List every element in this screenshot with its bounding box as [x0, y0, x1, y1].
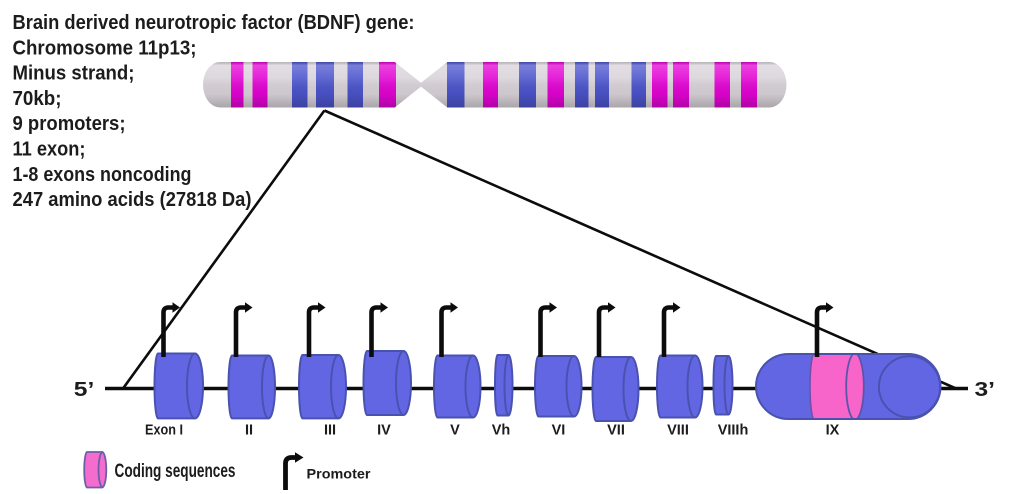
svg-text:II: II [245, 423, 253, 439]
svg-text:1-8 exons noncoding: 1-8 exons noncoding [13, 163, 192, 186]
svg-text:IX: IX [826, 423, 840, 439]
svg-text:VI: VI [552, 423, 566, 439]
svg-text:Coding sequences: Coding sequences [115, 461, 236, 482]
svg-text:247 amino acids (27818 Da): 247 amino acids (27818 Da) [13, 188, 252, 211]
svg-text:Brain derived neurotropic fact: Brain derived neurotropic factor (BDNF) … [13, 11, 415, 34]
svg-text:IV: IV [377, 423, 391, 439]
svg-text:III: III [324, 423, 336, 439]
svg-text:VIIIh: VIIIh [718, 423, 749, 439]
svg-text:Vh: Vh [492, 423, 511, 439]
svg-text:11 exon;: 11 exon; [13, 138, 86, 161]
svg-text:Exon I: Exon I [145, 423, 183, 439]
svg-text:Promoter: Promoter [307, 466, 372, 481]
svg-text:5’: 5’ [74, 378, 95, 401]
svg-text:VII: VII [607, 423, 625, 439]
svg-text:70kb;: 70kb; [13, 87, 62, 110]
svg-text:Minus strand;: Minus strand; [13, 62, 135, 85]
svg-text:V: V [450, 423, 460, 439]
svg-text:9 promoters;: 9 promoters; [13, 112, 126, 135]
svg-text:VIII: VIII [667, 423, 689, 439]
svg-text:3’: 3’ [975, 378, 996, 401]
svg-text:Chromosome 11p13;: Chromosome 11p13; [13, 36, 197, 59]
